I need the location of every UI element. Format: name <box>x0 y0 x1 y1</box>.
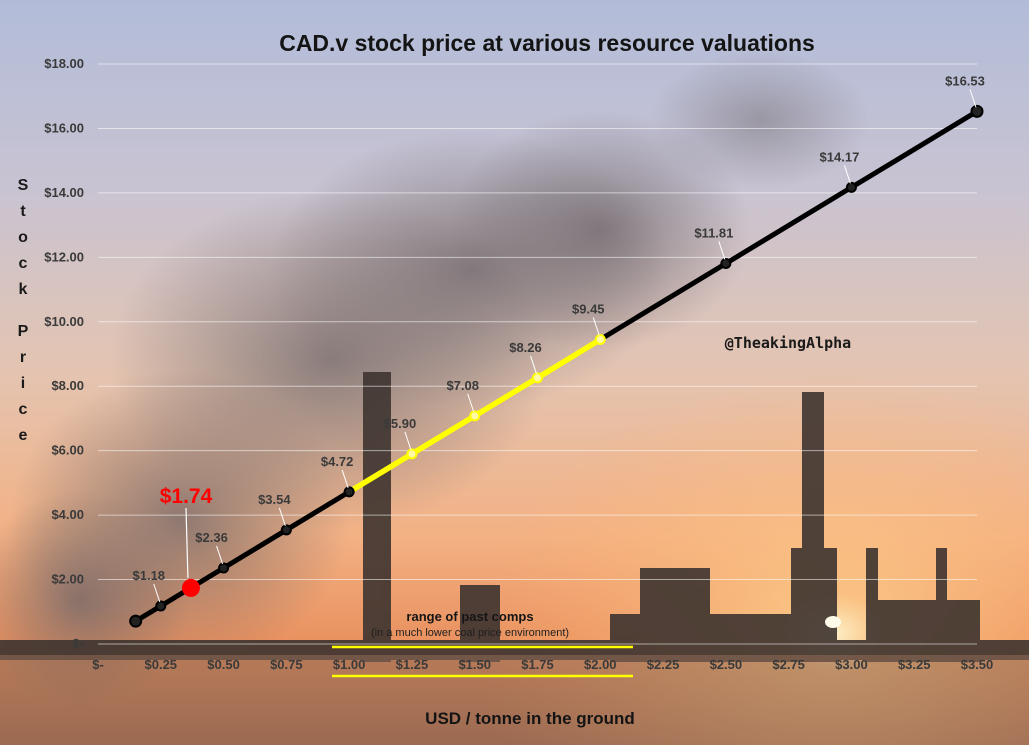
data-label-leader <box>530 355 537 375</box>
x-tick-label: $3.00 <box>835 657 868 672</box>
data-label: $2.36 <box>195 530 228 545</box>
data-label-leader <box>153 583 161 603</box>
data-point <box>469 410 481 422</box>
y-axis-label-char: c <box>19 255 28 272</box>
data-label-leader <box>341 469 349 489</box>
x-axis-ticks: $- $0.25 $0.50 $0.75 $1.00 $1.25 $1.50 $1.75 $2.… <box>92 657 993 672</box>
data-point <box>720 257 732 269</box>
x-tick-label: $0.75 <box>270 657 303 672</box>
current-price-leader <box>185 507 189 578</box>
x-tick-label: $- <box>92 657 104 672</box>
x-tick-label: $3.25 <box>898 657 931 672</box>
data-label-leader <box>404 431 412 451</box>
x-tick-label: $0.50 <box>207 657 240 672</box>
x-tick-label: $0.25 <box>145 657 178 672</box>
y-axis-ticks: $- $2.00 $4.00 $6.00 $8.00 $10.00 $12.00 $14.00… <box>44 56 84 651</box>
y-tick-label: $6.00 <box>51 443 84 458</box>
data-labels: $1.18 $2.36 $3.54 $4.72 $5.90 $7.08 $8.26 $9.45… <box>133 73 985 603</box>
x-axis-label: USD / tonne in the ground <box>425 709 635 728</box>
y-tick-label: $16.00 <box>44 120 84 135</box>
x-tick-label: $3.50 <box>961 657 994 672</box>
data-label: $11.81 <box>694 225 733 240</box>
y-tick-label: $2.00 <box>51 572 84 587</box>
current-price-label: $1.74 <box>160 485 213 508</box>
y-tick-label: $18.00 <box>44 56 84 71</box>
data-label: $16.53 <box>945 73 985 88</box>
data-label: $1.18 <box>133 568 166 583</box>
range-label: range of past comps <box>406 609 533 624</box>
x-tick-label: $2.50 <box>710 657 743 672</box>
line-segment <box>221 527 289 571</box>
y-axis-label-char: S <box>18 177 29 194</box>
grid-lines <box>98 63 977 645</box>
data-label-leader <box>969 89 977 108</box>
line-segment <box>409 413 478 457</box>
y-tick-label: $- <box>72 636 84 651</box>
x-tick-label: $1.00 <box>333 657 366 672</box>
range-bracket <box>332 645 633 678</box>
data-point <box>218 562 230 574</box>
data-label-leader <box>467 393 475 413</box>
y-axis-label-char: o <box>18 229 28 246</box>
y-axis-label-char: k <box>19 281 28 298</box>
y-axis-label-char: c <box>19 401 28 418</box>
range-sublabel: (in a much lower coal price environment) <box>371 627 569 639</box>
x-tick-label: $1.75 <box>521 657 554 672</box>
x-tick-label: $2.25 <box>647 657 680 672</box>
data-point <box>406 448 418 460</box>
data-label: $9.45 <box>572 302 605 317</box>
data-label: $5.90 <box>384 416 417 431</box>
y-axis-label-char: P <box>18 323 29 340</box>
line-segment <box>848 108 980 190</box>
line-segment <box>534 336 604 381</box>
line-segment <box>283 489 352 533</box>
y-axis-label-char: t <box>20 203 26 220</box>
data-point <box>280 524 292 536</box>
data-label: $4.72 <box>321 454 354 469</box>
x-tick-label: $1.50 <box>458 657 491 672</box>
data-label-leader <box>278 507 286 527</box>
data-label-leader <box>843 165 851 184</box>
line-segment <box>597 260 729 342</box>
y-axis-label-char: i <box>21 375 25 392</box>
data-point <box>594 334 606 345</box>
data-point <box>845 181 857 193</box>
line-segment <box>346 451 415 495</box>
y-tick-label: $8.00 <box>51 378 84 393</box>
y-axis-label-char: r <box>20 349 26 366</box>
data-label: $3.54 <box>258 492 291 507</box>
y-tick-label: $14.00 <box>44 185 84 200</box>
data-point <box>129 614 143 628</box>
current-price-marker: $1.74 <box>160 485 213 597</box>
x-tick-label: $2.00 <box>584 657 617 672</box>
data-point <box>343 486 355 498</box>
data-label-leader <box>592 317 600 336</box>
y-axis-label-char: e <box>19 427 28 444</box>
series-line <box>129 104 984 628</box>
line-segment <box>471 375 541 419</box>
data-label-leader <box>718 241 726 260</box>
author-handle: @TheakingAlpha <box>725 334 851 352</box>
y-tick-label: $10.00 <box>44 314 84 329</box>
data-point <box>532 372 543 384</box>
data-label: $14.17 <box>820 149 860 164</box>
line-segment <box>723 184 854 266</box>
data-label: $8.26 <box>509 340 542 355</box>
y-tick-label: $12.00 <box>44 249 84 264</box>
y-tick-label: $4.00 <box>51 507 84 522</box>
x-tick-label: $2.75 <box>772 657 805 672</box>
current-price-point <box>181 578 200 597</box>
data-label-leader <box>216 545 224 565</box>
data-label: $7.08 <box>446 378 479 393</box>
x-tick-label: $1.25 <box>396 657 429 672</box>
data-point <box>155 600 167 612</box>
chart-title: CAD.v stock price at various resource va… <box>279 30 815 56</box>
data-point <box>970 104 984 118</box>
